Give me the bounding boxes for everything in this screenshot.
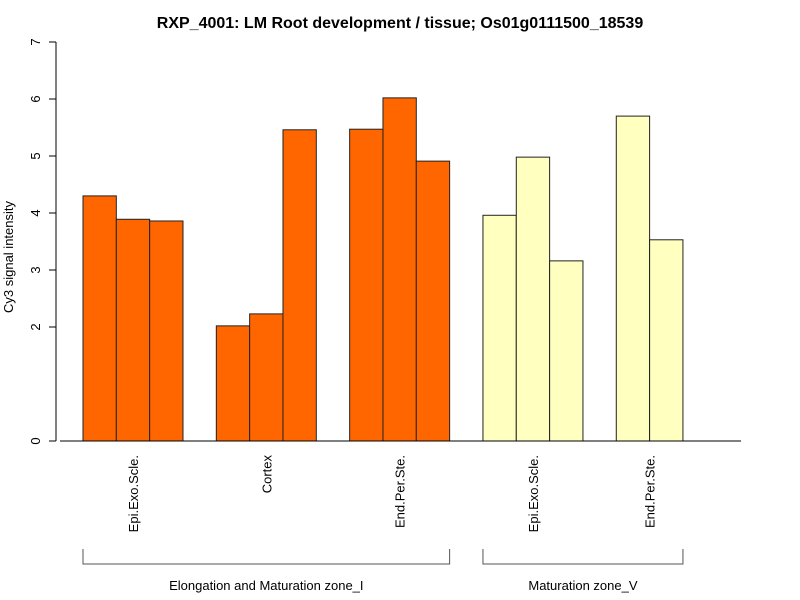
group-label: Elongation and Maturation zone_I (169, 578, 363, 593)
y-tick-label: 2 (28, 323, 43, 330)
category-label: Epi.Exo.Scle. (126, 455, 141, 532)
bar (349, 128, 384, 442)
y-tick-label: 6 (28, 95, 43, 102)
bar (282, 129, 317, 442)
y-tick-label: 0 (28, 437, 43, 444)
y-tick-label: 5 (28, 152, 43, 159)
bar (649, 239, 684, 442)
bar (215, 325, 251, 442)
bar (615, 115, 651, 442)
category-label: End.Per.Ste. (643, 455, 658, 528)
y-tick-label: 7 (28, 38, 43, 45)
bar (482, 214, 517, 442)
bar (249, 313, 284, 442)
y-axis: 0 2 3 4 5 6 7 (28, 38, 57, 445)
group-brackets: Elongation and Maturation zone_I Maturati… (82, 549, 684, 593)
y-axis-label: Cy3 signal intensity (1, 201, 16, 313)
bars (82, 97, 684, 442)
category-label: End.Per.Ste. (393, 455, 408, 528)
chart-title: RXP_4001: LM Root development / tissue; … (157, 15, 644, 32)
bar (549, 260, 584, 442)
group-label: Maturation zone_V (528, 578, 637, 593)
bar (415, 160, 451, 442)
group-bracket (82, 549, 451, 565)
category-label: Cortex (259, 455, 274, 494)
y-tick-label: 4 (28, 209, 43, 216)
y-tick-label: 3 (28, 266, 43, 273)
bar (82, 195, 117, 442)
bar (115, 218, 151, 442)
category-labels: Epi.Exo.Scle. Cortex End.Per.Ste. Epi.Exo.S… (126, 455, 658, 533)
bar (515, 156, 551, 442)
bar (382, 97, 417, 442)
category-label: Epi.Exo.Scle. (526, 455, 541, 532)
group-bracket (482, 549, 684, 565)
bar (149, 220, 184, 442)
